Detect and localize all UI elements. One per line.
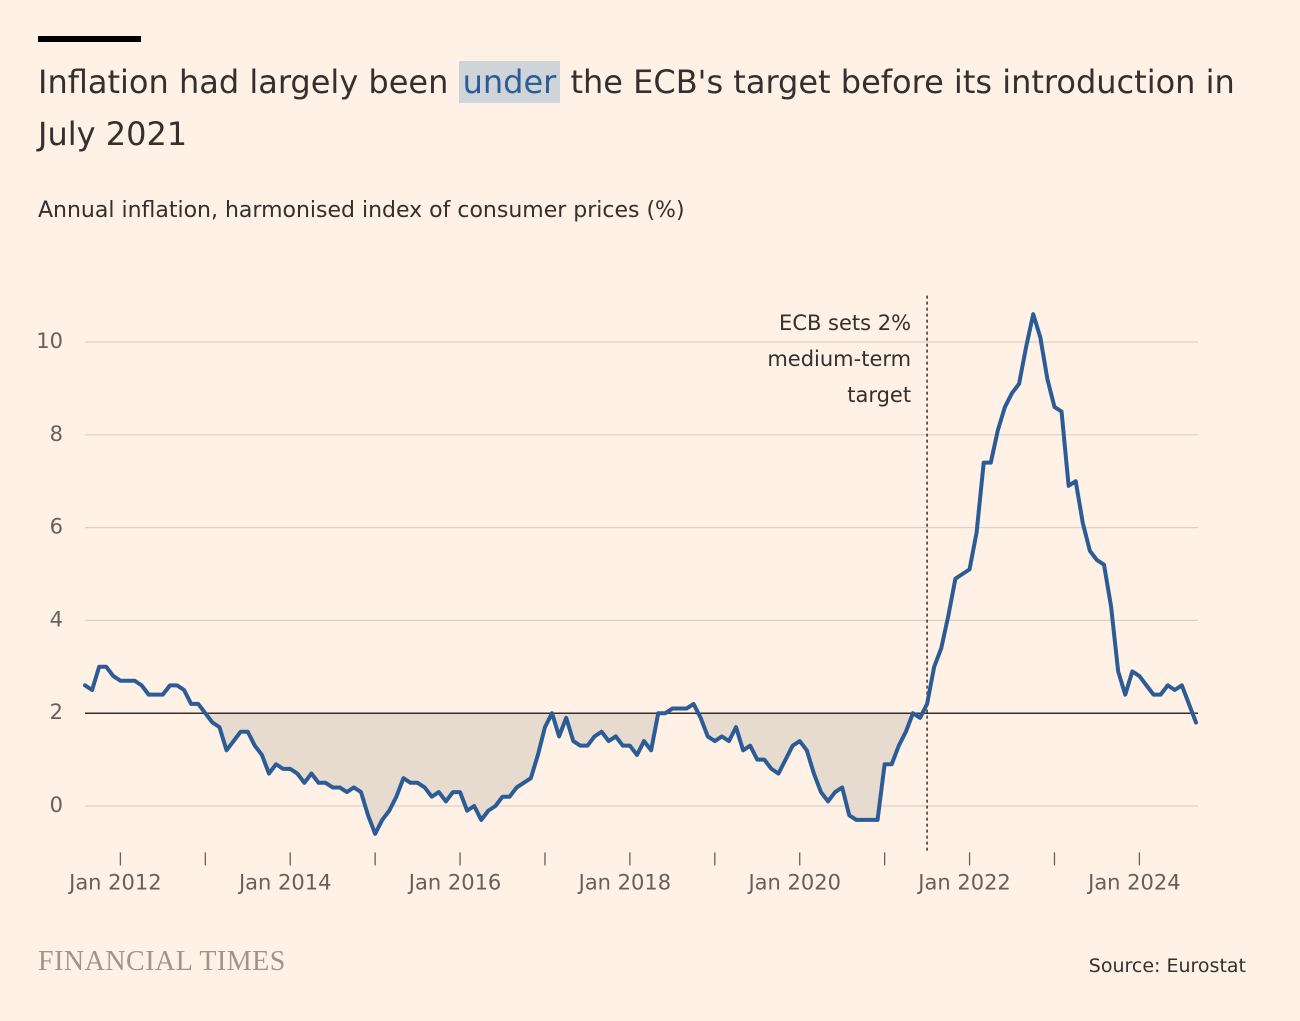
y-tick-label: 10 xyxy=(36,329,63,353)
annotation-text: medium-term xyxy=(767,347,911,371)
title-highlight: under xyxy=(458,61,561,103)
chart-title: Inflation had largely been under the ECB… xyxy=(38,56,1258,160)
brand-bar xyxy=(38,36,141,42)
title-text: Inflation had largely been xyxy=(38,63,449,101)
series-line xyxy=(83,312,1198,836)
x-tick-label: Jan 2024 xyxy=(1086,870,1181,894)
x-tick-label: Jan 2014 xyxy=(237,870,332,894)
x-tick-label: Jan 2018 xyxy=(577,870,672,894)
annotation-text: ECB sets 2% xyxy=(779,311,911,335)
below-target-area xyxy=(85,713,928,834)
title-text: the ECB's target before its introduction… xyxy=(38,63,1235,153)
y-tick-label: 6 xyxy=(50,515,63,539)
y-tick-label: 0 xyxy=(50,793,63,817)
annotation-text: target xyxy=(847,383,911,407)
x-tick-label: Jan 2012 xyxy=(67,870,162,894)
chart-subtitle: Annual inflation, harmonised index of co… xyxy=(38,198,685,223)
x-tick-label: Jan 2016 xyxy=(407,870,502,894)
y-tick-label: 8 xyxy=(50,422,63,446)
brand: FINANCIAL TIMES xyxy=(38,946,286,977)
source: Source: Eurostat xyxy=(1088,955,1246,977)
y-tick-label: 4 xyxy=(50,607,63,631)
y-tick-label: 2 xyxy=(50,700,63,724)
x-tick-label: Jan 2020 xyxy=(746,870,841,894)
x-tick-label: Jan 2022 xyxy=(916,870,1011,894)
